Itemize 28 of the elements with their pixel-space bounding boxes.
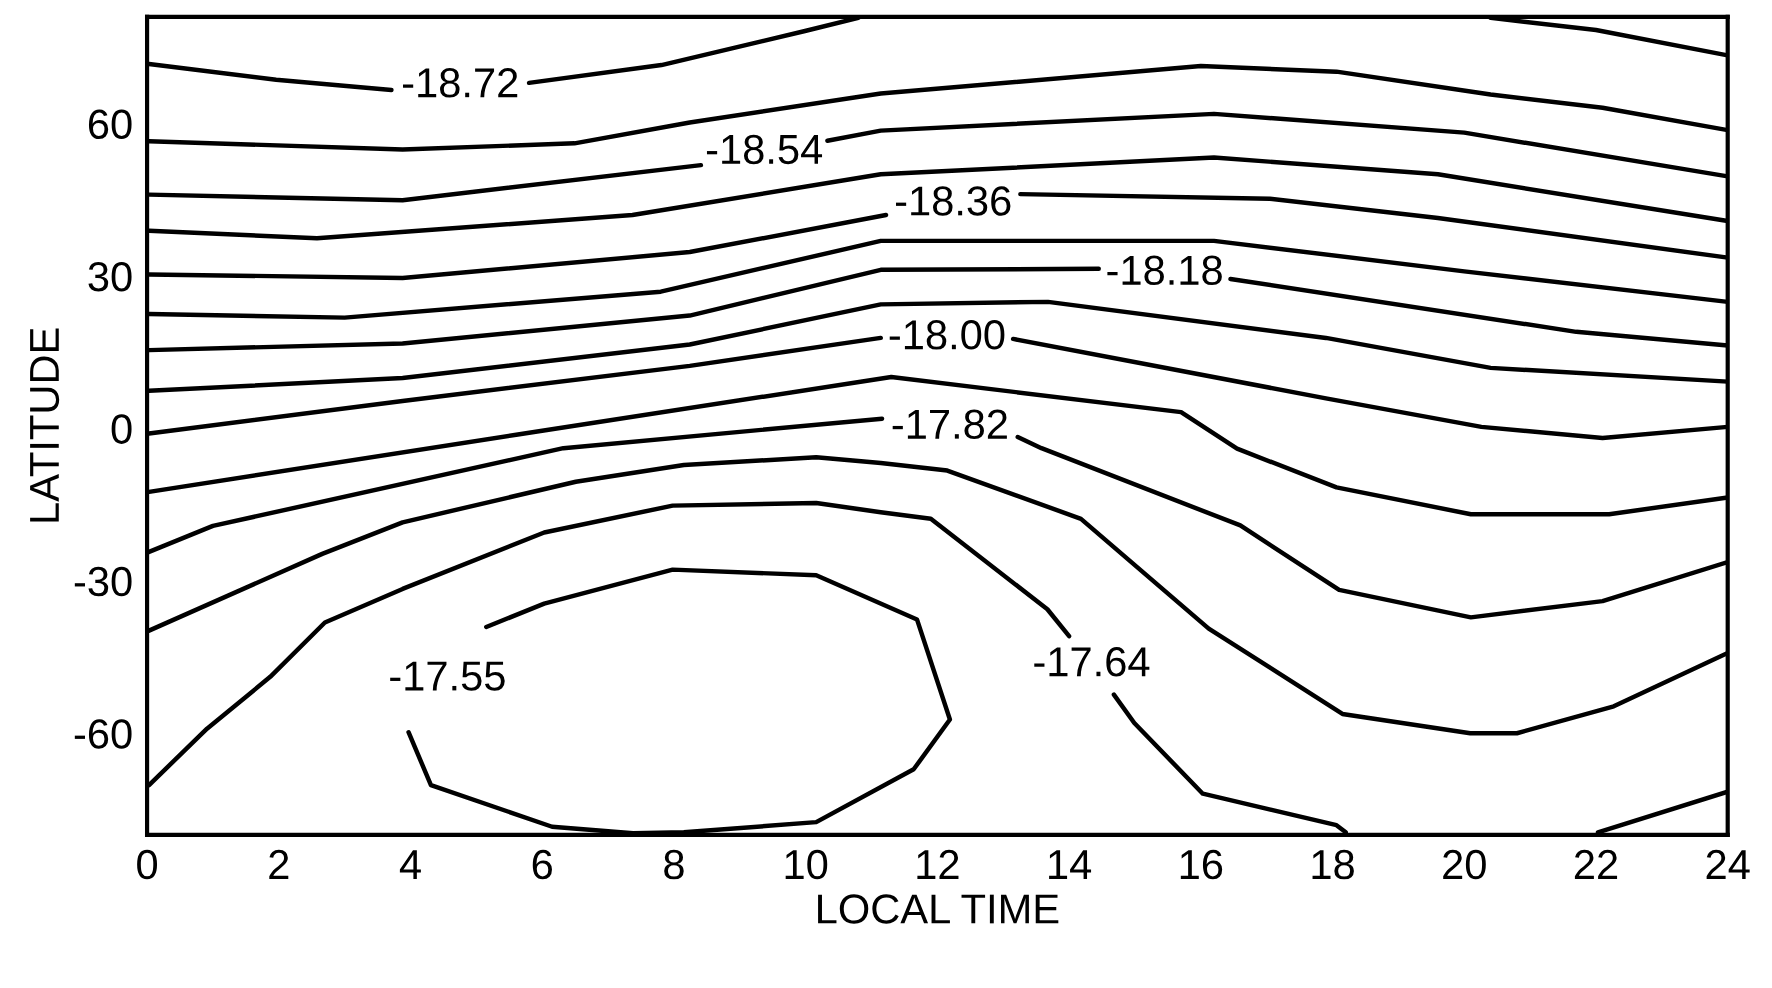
series-label: -18.72 [403,68,518,98]
x-tick-label: 8 [664,849,684,880]
series-label: -17.55 [390,661,505,691]
y-tick-label: 60 [88,109,132,140]
x-tick-label: 22 [1574,849,1618,879]
x-tick-label: 24 [1706,849,1750,879]
y-tick-label: 0 [111,414,132,444]
x-tick-label: 18 [1312,849,1354,880]
y-tick-label: 30 [88,261,132,292]
series-label: -18.36 [895,186,1011,216]
x-tick-label: 20 [1443,849,1486,880]
x-tick-label: 12 [917,849,959,879]
x-tick-label: 14 [1049,850,1092,879]
y-axis-title: LATITUDE [30,328,60,522]
x-tick-label: 0 [137,849,158,880]
y-tick-label: -30 [74,566,132,597]
x-axis-title: LOCAL TIME [818,894,1059,924]
x-tick-label: 10 [785,849,828,880]
x-tick-label: 6 [532,849,552,880]
series-label: -17.82 [892,409,1007,440]
x-tick-label: 2 [269,849,289,879]
series-label: -18.00 [889,320,1005,350]
series-label: -17.64 [1034,647,1150,677]
series-label: -18.18 [1107,255,1222,286]
y-tick-label: -60 [74,719,132,749]
x-tick-label: 4 [399,850,421,879]
x-tick-label: 16 [1180,849,1223,880]
series-label: -18.54 [706,134,823,165]
